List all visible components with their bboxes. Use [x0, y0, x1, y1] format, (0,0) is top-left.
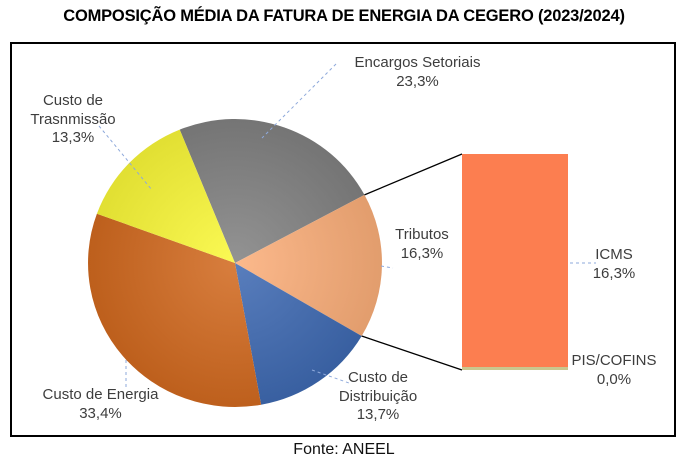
bar-segment-value: 0,0%: [596, 370, 632, 388]
slice-label: Tributos: [395, 226, 449, 243]
pie-slice-encargos-setoriais: [179, 119, 365, 264]
bar-segment-label: PIS/COFINS: [571, 352, 657, 369]
callout-custo-de-energia: Custo de Energia 33,4%: [18, 386, 183, 423]
leader-line-3: [311, 369, 350, 384]
pie-slice-custo-de-energia: [88, 213, 262, 407]
slice-value: 13,3%: [51, 129, 95, 146]
leader-line-1: [98, 125, 153, 191]
bar-segment-pis-cofins: [462, 367, 568, 370]
pie-slice-custo-de-trasnmissao: [96, 129, 236, 263]
slice-value: 13,7%: [356, 406, 400, 423]
pie-slice-custo-de-distribuicao: [235, 263, 362, 405]
chart-title: COMPOSIÇÃO MÉDIA DA FATURA DE ENERGIA DA…: [63, 7, 625, 25]
slice-value: 23,3%: [396, 72, 439, 90]
connector-line-bottom: [361, 335, 463, 371]
pie-slice-tributos: [235, 194, 382, 336]
bar-segment-label: ICMS: [595, 246, 633, 263]
callout-encargos-setoriais: Encargos Setoriais 23,3%: [330, 54, 505, 91]
slice-value: 16,3%: [400, 244, 444, 262]
slice-label: Custo de Energia: [42, 386, 159, 403]
callout-custo-de-trasnmissao: Custo de Trasnmissão 13,3%: [12, 92, 134, 148]
callout-pis-cofins: PIS/COFINS 0,0%: [552, 352, 676, 389]
callout-icms: ICMS 16,3%: [568, 246, 660, 283]
slice-value: 33,4%: [79, 404, 122, 422]
slice-label: Custo de Trasnmissão: [30, 92, 116, 128]
bar-segment-value: 16,3%: [592, 264, 636, 282]
slice-label: Encargos Setoriais: [354, 54, 481, 71]
slice-label: Custo de Distribuição: [338, 369, 418, 405]
callout-custo-de-distribuicao: Custo de Distribuição 13,7%: [317, 369, 439, 425]
connector-line-top: [364, 153, 463, 196]
leader-line-4: [380, 265, 394, 269]
bar-segment-icms: [462, 154, 568, 367]
callout-tributos: Tributos 16,3%: [380, 226, 464, 263]
source-caption: Fonte: ANEEL: [293, 441, 395, 458]
